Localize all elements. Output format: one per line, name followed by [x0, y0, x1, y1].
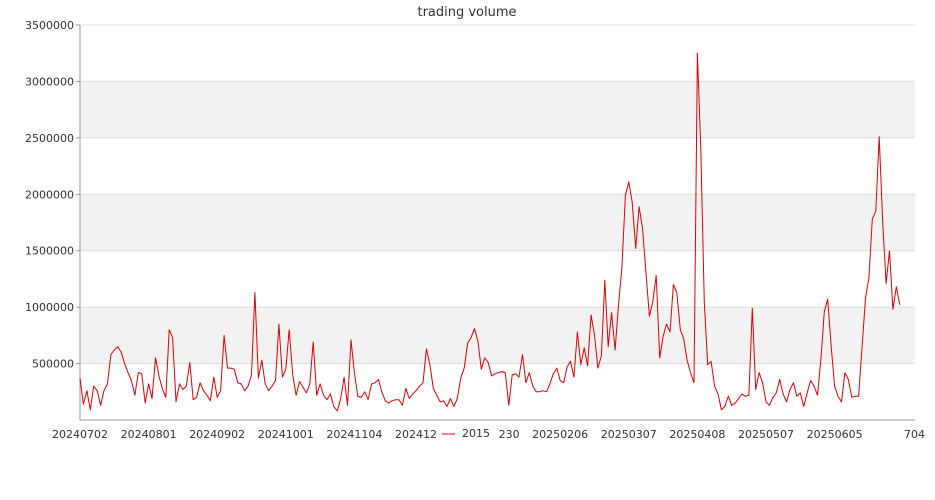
- legend-label-2015: 2015: [462, 427, 490, 440]
- x-tick-label: 20250605: [807, 428, 863, 441]
- y-tick-labels: 500000 1000000 1500000 2000000 2500000 300000…: [25, 19, 74, 371]
- y-tick-label: 1000000: [25, 301, 74, 314]
- y-tick-label: 1500000: [25, 245, 74, 258]
- x-tick-label: 20240902: [189, 428, 245, 441]
- x-tick-label: 20250206: [532, 428, 588, 441]
- gridlines: [76, 24, 915, 365]
- x-tick-label: 20240801: [121, 428, 177, 441]
- x-tick-label: 20240702: [52, 428, 108, 441]
- y-tick-label: 2000000: [25, 188, 74, 201]
- grid-band: [80, 194, 915, 251]
- y-tick-label: 2500000: [25, 132, 74, 145]
- grid-band: [80, 81, 915, 138]
- y-tick-label: 500000: [32, 358, 74, 371]
- x-tick-label: 704: [904, 428, 925, 441]
- x-tick-label: 20241104: [326, 428, 382, 441]
- grid-bands: [80, 81, 915, 364]
- grid-band: [80, 307, 915, 364]
- x-tick-label: 20250507: [738, 428, 794, 441]
- y-tick-label: 3000000: [25, 75, 74, 88]
- series-line-2015: [79, 52, 901, 412]
- legend-background: [437, 424, 499, 442]
- y-tick-label: 3500000: [25, 19, 74, 32]
- legend[interactable]: 2015: [437, 424, 499, 442]
- chart-title: trading volume: [417, 5, 516, 20]
- x-tick-label: 20241001: [258, 428, 314, 441]
- x-tick-label: 20250408: [669, 428, 725, 441]
- x-tick-label: 20250307: [601, 428, 657, 441]
